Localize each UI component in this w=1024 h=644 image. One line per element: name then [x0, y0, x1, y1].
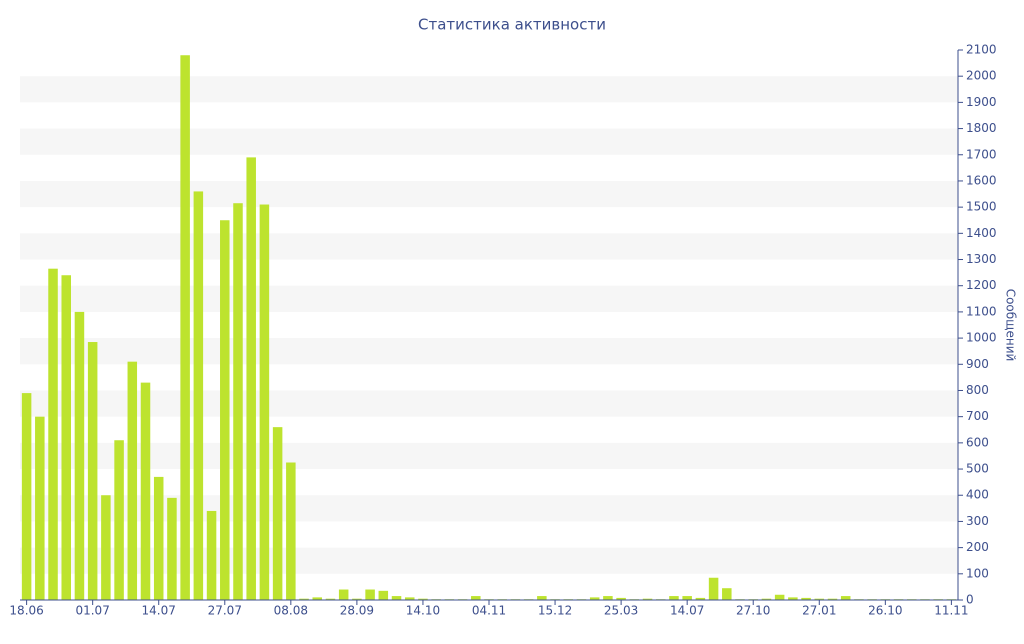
- bar: [761, 598, 772, 600]
- x-tick-label: 28.09: [340, 604, 374, 618]
- bar: [418, 598, 428, 600]
- grid-band: [20, 233, 958, 260]
- bar: [153, 476, 164, 600]
- bar: [114, 440, 124, 600]
- grid-band: [20, 285, 958, 312]
- y-tick-label: 1600: [966, 173, 997, 187]
- bar: [61, 275, 71, 600]
- bar: [537, 596, 547, 600]
- bar: [325, 598, 336, 600]
- bar: [21, 393, 32, 600]
- bar: [233, 203, 243, 600]
- y-tick-label: 1100: [966, 304, 997, 318]
- x-tick-label: 14.07: [142, 604, 176, 618]
- bar: [352, 598, 362, 600]
- y-tick-label: 1000: [966, 331, 997, 345]
- bar: [167, 497, 177, 600]
- y-tick-label: 0: [966, 593, 974, 607]
- bar: [193, 191, 204, 600]
- bar: [299, 598, 309, 600]
- grid-band: [20, 442, 958, 470]
- bar: [259, 204, 270, 600]
- grid-band: [20, 180, 958, 208]
- x-tick-label: 11.11: [934, 604, 968, 618]
- bar: [642, 598, 653, 600]
- bar: [722, 588, 732, 600]
- y-tick-label: 500: [966, 462, 989, 476]
- y-tick-label: 200: [966, 540, 989, 554]
- y-tick-label: 1200: [966, 278, 997, 292]
- bar: [682, 596, 692, 600]
- bar: [404, 597, 415, 600]
- bar: [814, 598, 825, 600]
- x-tick-label: 14.10: [406, 604, 440, 618]
- bar: [788, 597, 798, 600]
- bar: [695, 597, 706, 600]
- bar: [338, 589, 349, 600]
- bar: [391, 596, 402, 600]
- bar: [774, 594, 785, 600]
- y-tick-label: 400: [966, 488, 989, 502]
- bar: [206, 510, 217, 600]
- bar: [87, 342, 98, 600]
- y-tick-label: 300: [966, 514, 989, 528]
- grid-band: [20, 338, 958, 365]
- bar: [616, 597, 626, 600]
- bar: [669, 596, 679, 600]
- bar: [220, 220, 230, 600]
- bar: [48, 268, 58, 600]
- y-tick-label: 2100: [966, 43, 997, 57]
- y-axis-title: Сообщений: [1004, 289, 1018, 362]
- grid-band: [20, 76, 958, 103]
- x-tick-label: 15.12: [538, 604, 572, 618]
- y-tick-label: 800: [966, 383, 989, 397]
- x-tick-label: 27.10: [736, 604, 770, 618]
- y-tick-label: 700: [966, 409, 989, 423]
- y-tick-label: 1800: [966, 121, 997, 135]
- grid-band: [20, 390, 958, 417]
- x-tick-label: 04.11: [472, 604, 506, 618]
- bar: [35, 416, 45, 600]
- x-tick-label: 27.01: [802, 604, 836, 618]
- grid-band: [20, 128, 958, 155]
- bar: [801, 597, 811, 600]
- y-tick-label: 2000: [966, 69, 997, 83]
- y-tick-label: 1700: [966, 147, 997, 161]
- y-tick-label: 600: [966, 435, 989, 449]
- bar: [589, 597, 600, 600]
- y-tick-label: 1300: [966, 252, 997, 266]
- bar: [378, 590, 389, 600]
- bar: [603, 596, 613, 600]
- x-tick-label: 18.06: [9, 604, 43, 618]
- x-tick-label: 14.07: [670, 604, 704, 618]
- bar: [246, 157, 256, 600]
- bar: [140, 382, 151, 600]
- y-tick-label: 1500: [966, 200, 997, 214]
- bar: [365, 589, 375, 600]
- bar: [708, 577, 719, 600]
- x-tick-label: 08.08: [274, 604, 308, 618]
- y-tick-label: 100: [966, 566, 989, 580]
- bar: [180, 55, 190, 600]
- chart-title: Статистика активности: [418, 16, 606, 34]
- y-tick-label: 900: [966, 357, 989, 371]
- bar: [127, 361, 138, 600]
- bar: [471, 596, 481, 600]
- bar: [312, 597, 323, 600]
- x-tick-label: 26.10: [868, 604, 902, 618]
- bar: [827, 598, 838, 600]
- y-tick-label: 1900: [966, 95, 997, 109]
- bar: [272, 427, 283, 600]
- x-tick-label: 01.07: [75, 604, 109, 618]
- bar: [101, 495, 111, 600]
- bar: [840, 596, 851, 600]
- bar: [286, 462, 296, 600]
- x-tick-label: 25.03: [604, 604, 638, 618]
- y-tick-label: 1400: [966, 226, 997, 240]
- x-tick-label: 27.07: [208, 604, 242, 618]
- bar: [74, 311, 85, 600]
